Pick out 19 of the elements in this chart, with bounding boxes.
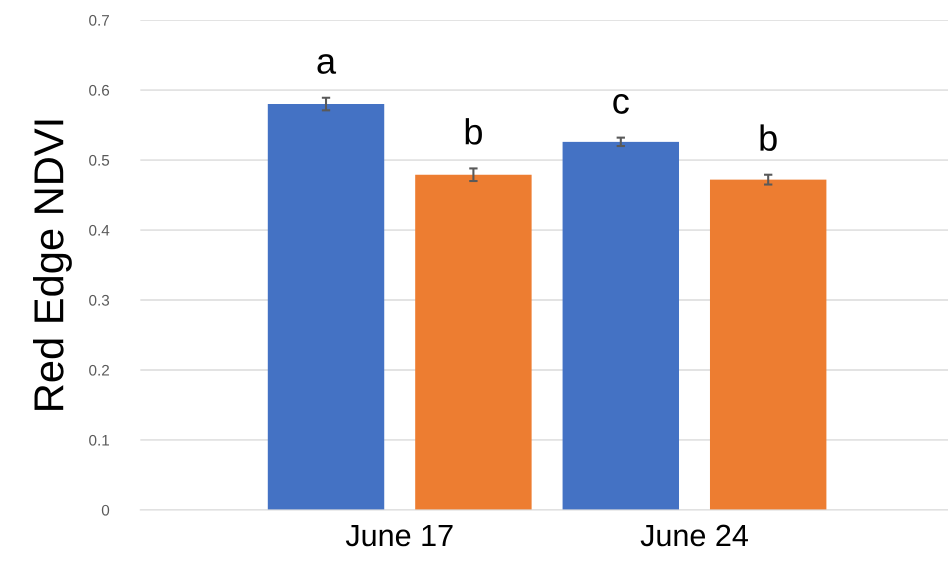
data-label: b	[760, 124, 777, 151]
bar	[415, 174, 532, 510]
y-tick-label: 0.7	[89, 14, 109, 26]
y-tick-label: 0.2	[89, 364, 109, 376]
y-tick-label: 0.6	[89, 84, 110, 96]
bar	[710, 180, 826, 510]
y-tick-label: 0.3	[89, 294, 110, 306]
x-tick-label: June 24	[640, 524, 748, 546]
data-label: c	[613, 94, 629, 114]
y-tick-label: 0.4	[89, 224, 110, 236]
x-tick-label: June 17	[346, 524, 453, 546]
bar	[562, 142, 680, 510]
y-tick-label: 0.5	[89, 154, 110, 166]
data-label: a	[318, 54, 336, 74]
y-tick-label: 0.1	[89, 434, 110, 446]
bar	[268, 104, 384, 510]
y-axis-title: Red Edge NDVI	[33, 120, 72, 410]
y-tick-label: 0	[102, 504, 110, 516]
data-label: b	[466, 118, 482, 145]
